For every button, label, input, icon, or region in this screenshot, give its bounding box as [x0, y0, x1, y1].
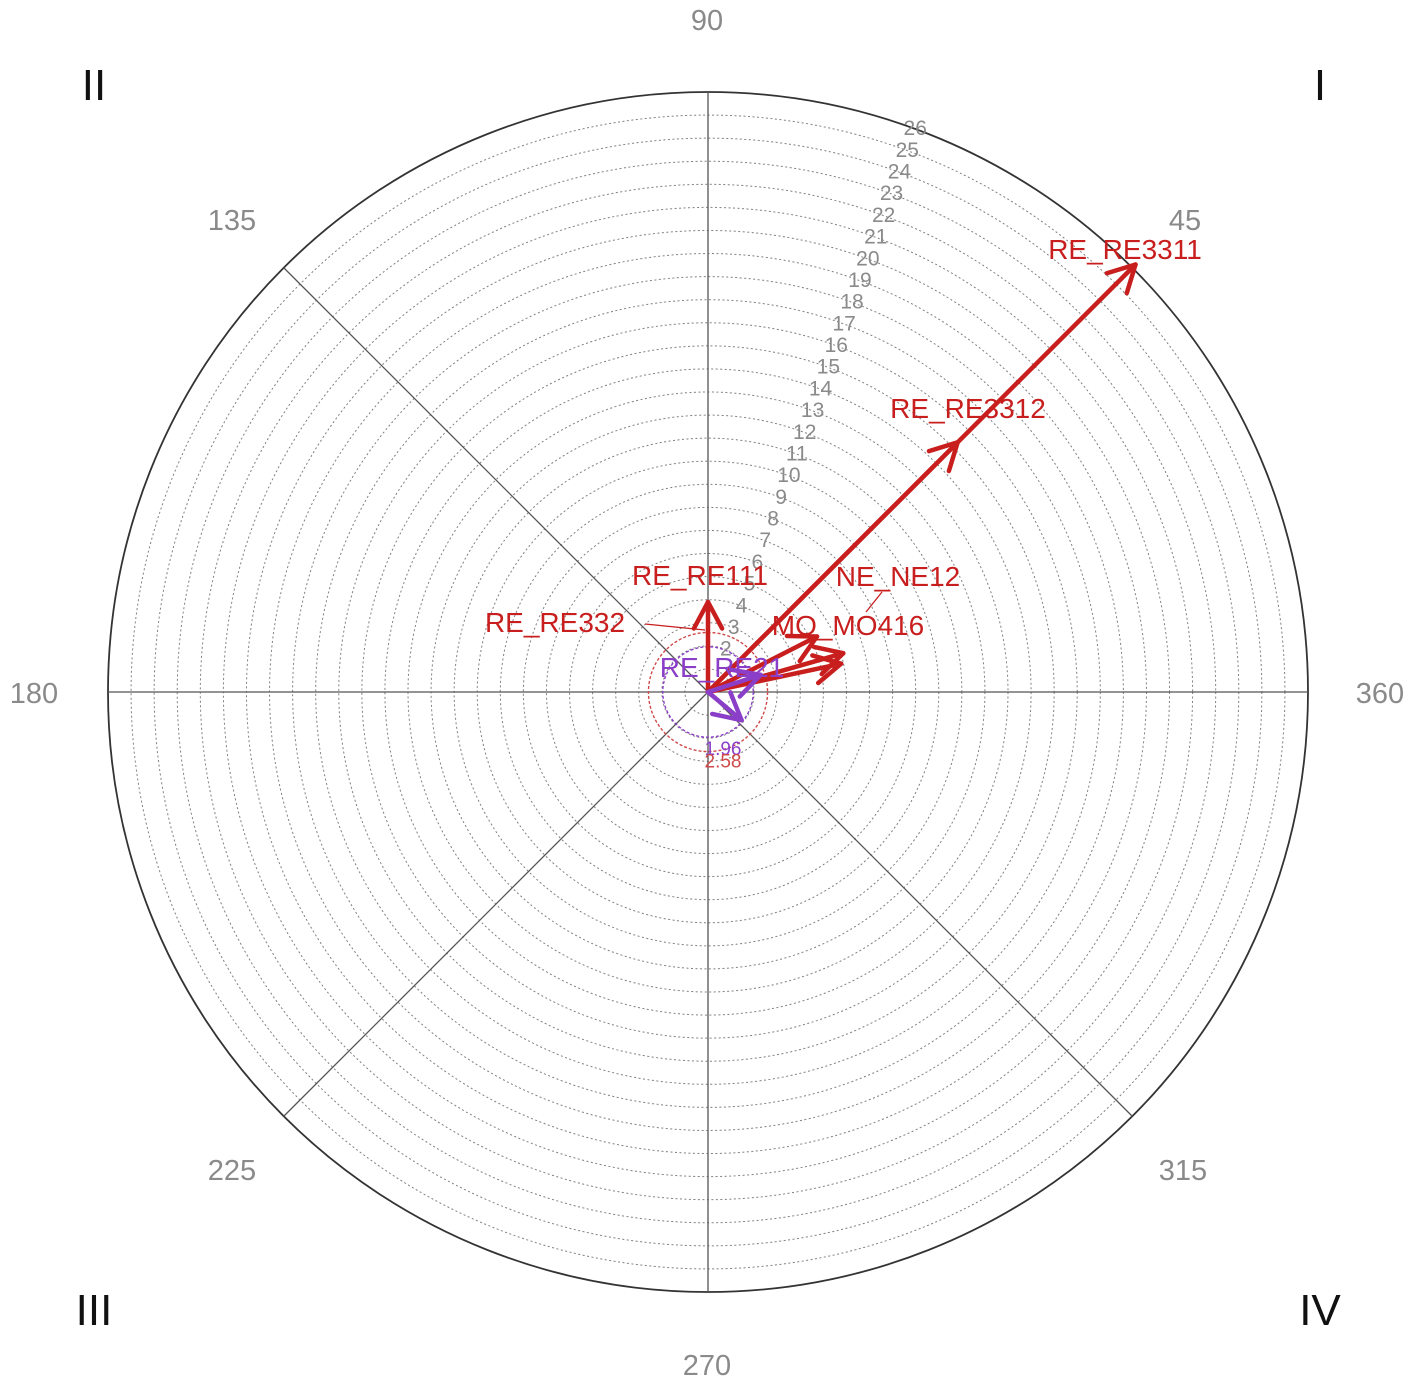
spoke-315 — [707, 691, 1133, 1117]
vector-arrowhead — [709, 690, 744, 723]
ring-label: 25 — [896, 139, 919, 162]
ring-label: 12 — [793, 421, 816, 444]
vector-label: MO_MO416 — [772, 610, 925, 641]
angle-label-180: 180 — [10, 678, 58, 710]
ring-label: 20 — [856, 247, 879, 270]
vector-arrow — [705, 633, 820, 695]
ring-label: 11 — [786, 442, 808, 465]
angle-label-45: 45 — [1169, 205, 1201, 237]
vector-shaft — [705, 689, 744, 723]
ring-label: 22 — [872, 204, 895, 227]
ring-label: 13 — [801, 399, 824, 422]
vector-arrowhead — [728, 667, 763, 699]
ring-label: 3 — [728, 616, 740, 639]
angle-label-315: 315 — [1159, 1155, 1207, 1187]
vector-label: RE_RE21 — [660, 652, 785, 683]
ring-label: 5 — [744, 573, 756, 596]
vector-arrow — [691, 599, 725, 695]
vector-arrow — [705, 440, 960, 695]
angle-label-225: 225 — [208, 1155, 256, 1187]
vector-shaft — [705, 634, 820, 695]
angle-label-135: 135 — [208, 205, 256, 237]
ring-label: 21 — [864, 226, 887, 249]
ring-label: 8 — [767, 508, 779, 531]
quadrant-label-4: IV — [1299, 1286, 1341, 1335]
vector-label: RE_RE111 — [632, 560, 768, 591]
vector-arrowhead — [926, 440, 960, 474]
ring-label: 16 — [825, 334, 848, 357]
ring-label: 24 — [888, 161, 912, 184]
angle-label-360: 360 — [1356, 678, 1404, 710]
ring-label: 9 — [775, 486, 787, 509]
vector-arrowhead — [810, 653, 844, 686]
leader-line — [644, 623, 706, 631]
vector-arrows — [691, 262, 1138, 723]
vector-arrow — [705, 667, 763, 699]
angle-label-270: 270 — [683, 1350, 731, 1382]
leader-line — [865, 591, 883, 613]
vector-label: RE_RE3312 — [890, 393, 1046, 424]
vector-arrow — [705, 653, 844, 695]
quadrant-label-1: I — [1314, 61, 1326, 110]
ring-label: 26 — [904, 117, 927, 140]
ring-label: 10 — [777, 464, 800, 487]
spoke-225 — [283, 691, 709, 1117]
ring-label: 14 — [809, 377, 833, 400]
vector-shaft — [705, 440, 960, 695]
vector-arrow — [705, 689, 744, 723]
vector-shaft — [705, 672, 763, 695]
vector-label: RE_RE332 — [485, 607, 625, 638]
vector-arrowhead — [784, 633, 820, 664]
ring-label: 17 — [832, 312, 855, 335]
angle-label-90: 90 — [691, 5, 723, 37]
significance-label: 1.96 — [705, 739, 742, 760]
ring-label: 15 — [817, 356, 840, 379]
spoke-135 — [283, 267, 709, 693]
quadrant-label-2: II — [82, 61, 106, 110]
vector-shaft — [705, 661, 844, 695]
ring-label: 23 — [880, 182, 903, 205]
ring-label: 4 — [736, 594, 748, 617]
vector-arrowhead — [691, 599, 725, 631]
ring-label: 18 — [840, 291, 863, 314]
ring-label: 7 — [759, 529, 771, 552]
significance-label: 2.58 — [705, 752, 742, 773]
ring-label: 19 — [848, 269, 871, 292]
ring-label: 6 — [752, 551, 764, 574]
ring-label: 2 — [720, 638, 732, 661]
vector-label: NE_NE12 — [836, 561, 961, 592]
vector-label: RE_RE3311 — [1048, 234, 1202, 265]
vector-arrowhead — [1104, 262, 1138, 296]
quadrant-label-3: III — [76, 1286, 113, 1335]
